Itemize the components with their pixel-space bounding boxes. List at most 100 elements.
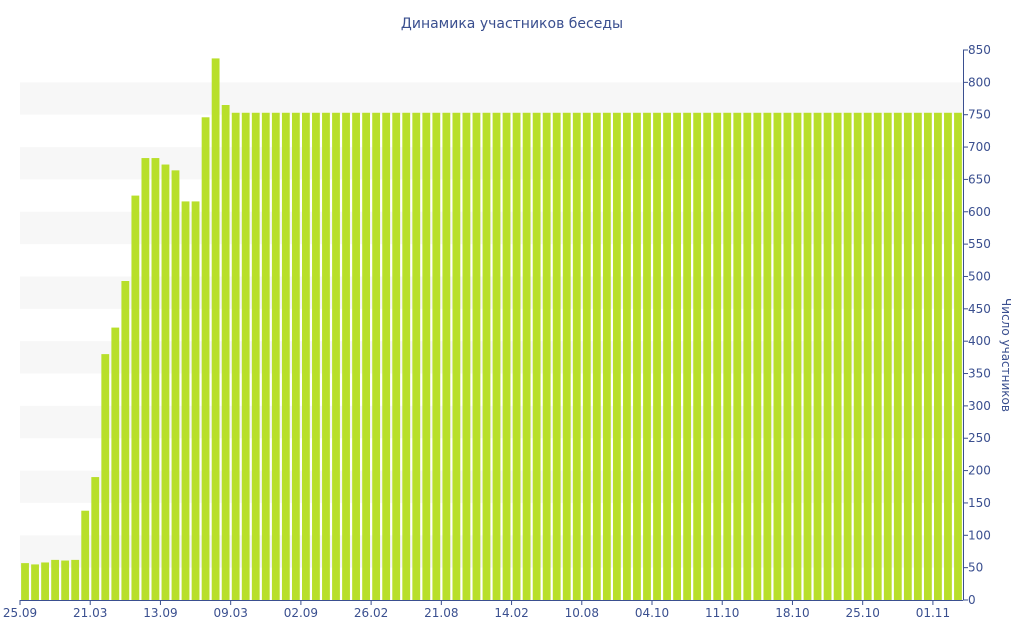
bar — [753, 112, 762, 600]
bar — [823, 112, 832, 600]
y-tick-label: 700 — [968, 140, 991, 154]
chart-title: Динамика участников беседы — [401, 16, 623, 32]
x-axis-ticks: 25.09 21.03 13.09 09.03 02.09 26.02 21.08 14.02… — [3, 600, 950, 620]
bar — [412, 112, 421, 600]
bar — [382, 112, 391, 600]
grid-band — [20, 535, 963, 568]
bar — [51, 559, 60, 600]
y-tick-label: 500 — [968, 269, 991, 283]
bar — [522, 112, 531, 600]
bar — [693, 112, 702, 600]
bar — [853, 112, 862, 600]
bar — [131, 195, 140, 600]
bar — [141, 158, 150, 600]
x-tick-label: 11.10 — [705, 606, 739, 620]
bar — [653, 112, 661, 600]
bar — [883, 112, 892, 600]
bar — [402, 112, 411, 600]
bar — [572, 112, 581, 600]
bar — [663, 112, 671, 600]
bar — [633, 112, 641, 600]
bar — [733, 112, 742, 600]
bar — [101, 354, 110, 600]
bar — [592, 112, 601, 600]
y-tick-label: 600 — [968, 205, 991, 219]
bar — [271, 112, 280, 600]
bar — [91, 477, 100, 600]
grid-band — [20, 147, 963, 180]
y-tick-label: 650 — [968, 172, 991, 186]
bar — [612, 112, 621, 600]
x-tick-label: 25.10 — [846, 606, 880, 620]
grid-band — [20, 211, 963, 245]
bar — [211, 58, 220, 601]
bar — [833, 112, 842, 600]
bar — [673, 112, 682, 600]
x-tick-label: 01.11 — [916, 606, 950, 620]
bar — [231, 112, 240, 600]
bar — [432, 112, 441, 600]
bar — [472, 112, 481, 600]
x-tick-label: 21.03 — [73, 606, 107, 620]
bar — [602, 112, 611, 600]
bar — [31, 564, 39, 600]
bar — [873, 112, 882, 600]
bar — [241, 112, 250, 600]
bar — [61, 560, 70, 600]
bar — [773, 112, 782, 600]
grid-bands — [20, 82, 963, 568]
bar — [893, 112, 902, 600]
grid-band — [20, 470, 963, 503]
bar — [743, 112, 752, 600]
x-tick-label: 25.09 — [3, 606, 37, 620]
bar — [923, 112, 932, 600]
bar — [482, 112, 491, 600]
bar — [452, 112, 461, 600]
bar — [221, 105, 230, 600]
bar — [512, 112, 521, 600]
y-tick-label: 400 — [968, 334, 991, 348]
bar — [332, 112, 340, 600]
bar — [121, 281, 130, 600]
bar — [422, 112, 431, 600]
bar — [312, 112, 320, 600]
bar — [261, 112, 270, 600]
bar — [442, 112, 451, 600]
bar — [683, 112, 692, 600]
bar — [21, 563, 29, 600]
x-tick-label: 26.02 — [354, 606, 388, 620]
y-tick-label: 350 — [968, 367, 991, 381]
x-tick-label: 13.09 — [143, 606, 177, 620]
bar — [703, 112, 712, 600]
bar — [151, 158, 160, 600]
bar — [301, 112, 310, 600]
bar — [201, 117, 210, 600]
bar — [362, 112, 371, 600]
bar — [582, 112, 591, 600]
x-tick-label: 21.08 — [424, 606, 458, 620]
grid-band — [20, 82, 963, 115]
y-tick-label: 550 — [968, 237, 991, 251]
bar — [803, 112, 812, 600]
y-tick-label: 100 — [968, 528, 991, 542]
bar — [562, 112, 571, 600]
x-tick-label: 04.10 — [635, 606, 669, 620]
x-tick-label: 18.10 — [775, 606, 809, 620]
bar — [191, 201, 200, 601]
bar — [813, 112, 822, 600]
bar — [783, 112, 792, 600]
bar — [713, 112, 722, 600]
bar — [462, 112, 471, 600]
bar — [643, 112, 651, 600]
bar — [492, 112, 501, 600]
bar — [372, 112, 381, 600]
bar — [171, 170, 180, 600]
y-tick-label: 0 — [968, 593, 976, 607]
grid-band — [20, 341, 963, 374]
x-tick-label: 10.08 — [565, 606, 599, 620]
bar — [723, 112, 732, 600]
x-tick-label: 14.02 — [494, 606, 528, 620]
bar — [913, 112, 922, 600]
bar — [342, 112, 350, 600]
